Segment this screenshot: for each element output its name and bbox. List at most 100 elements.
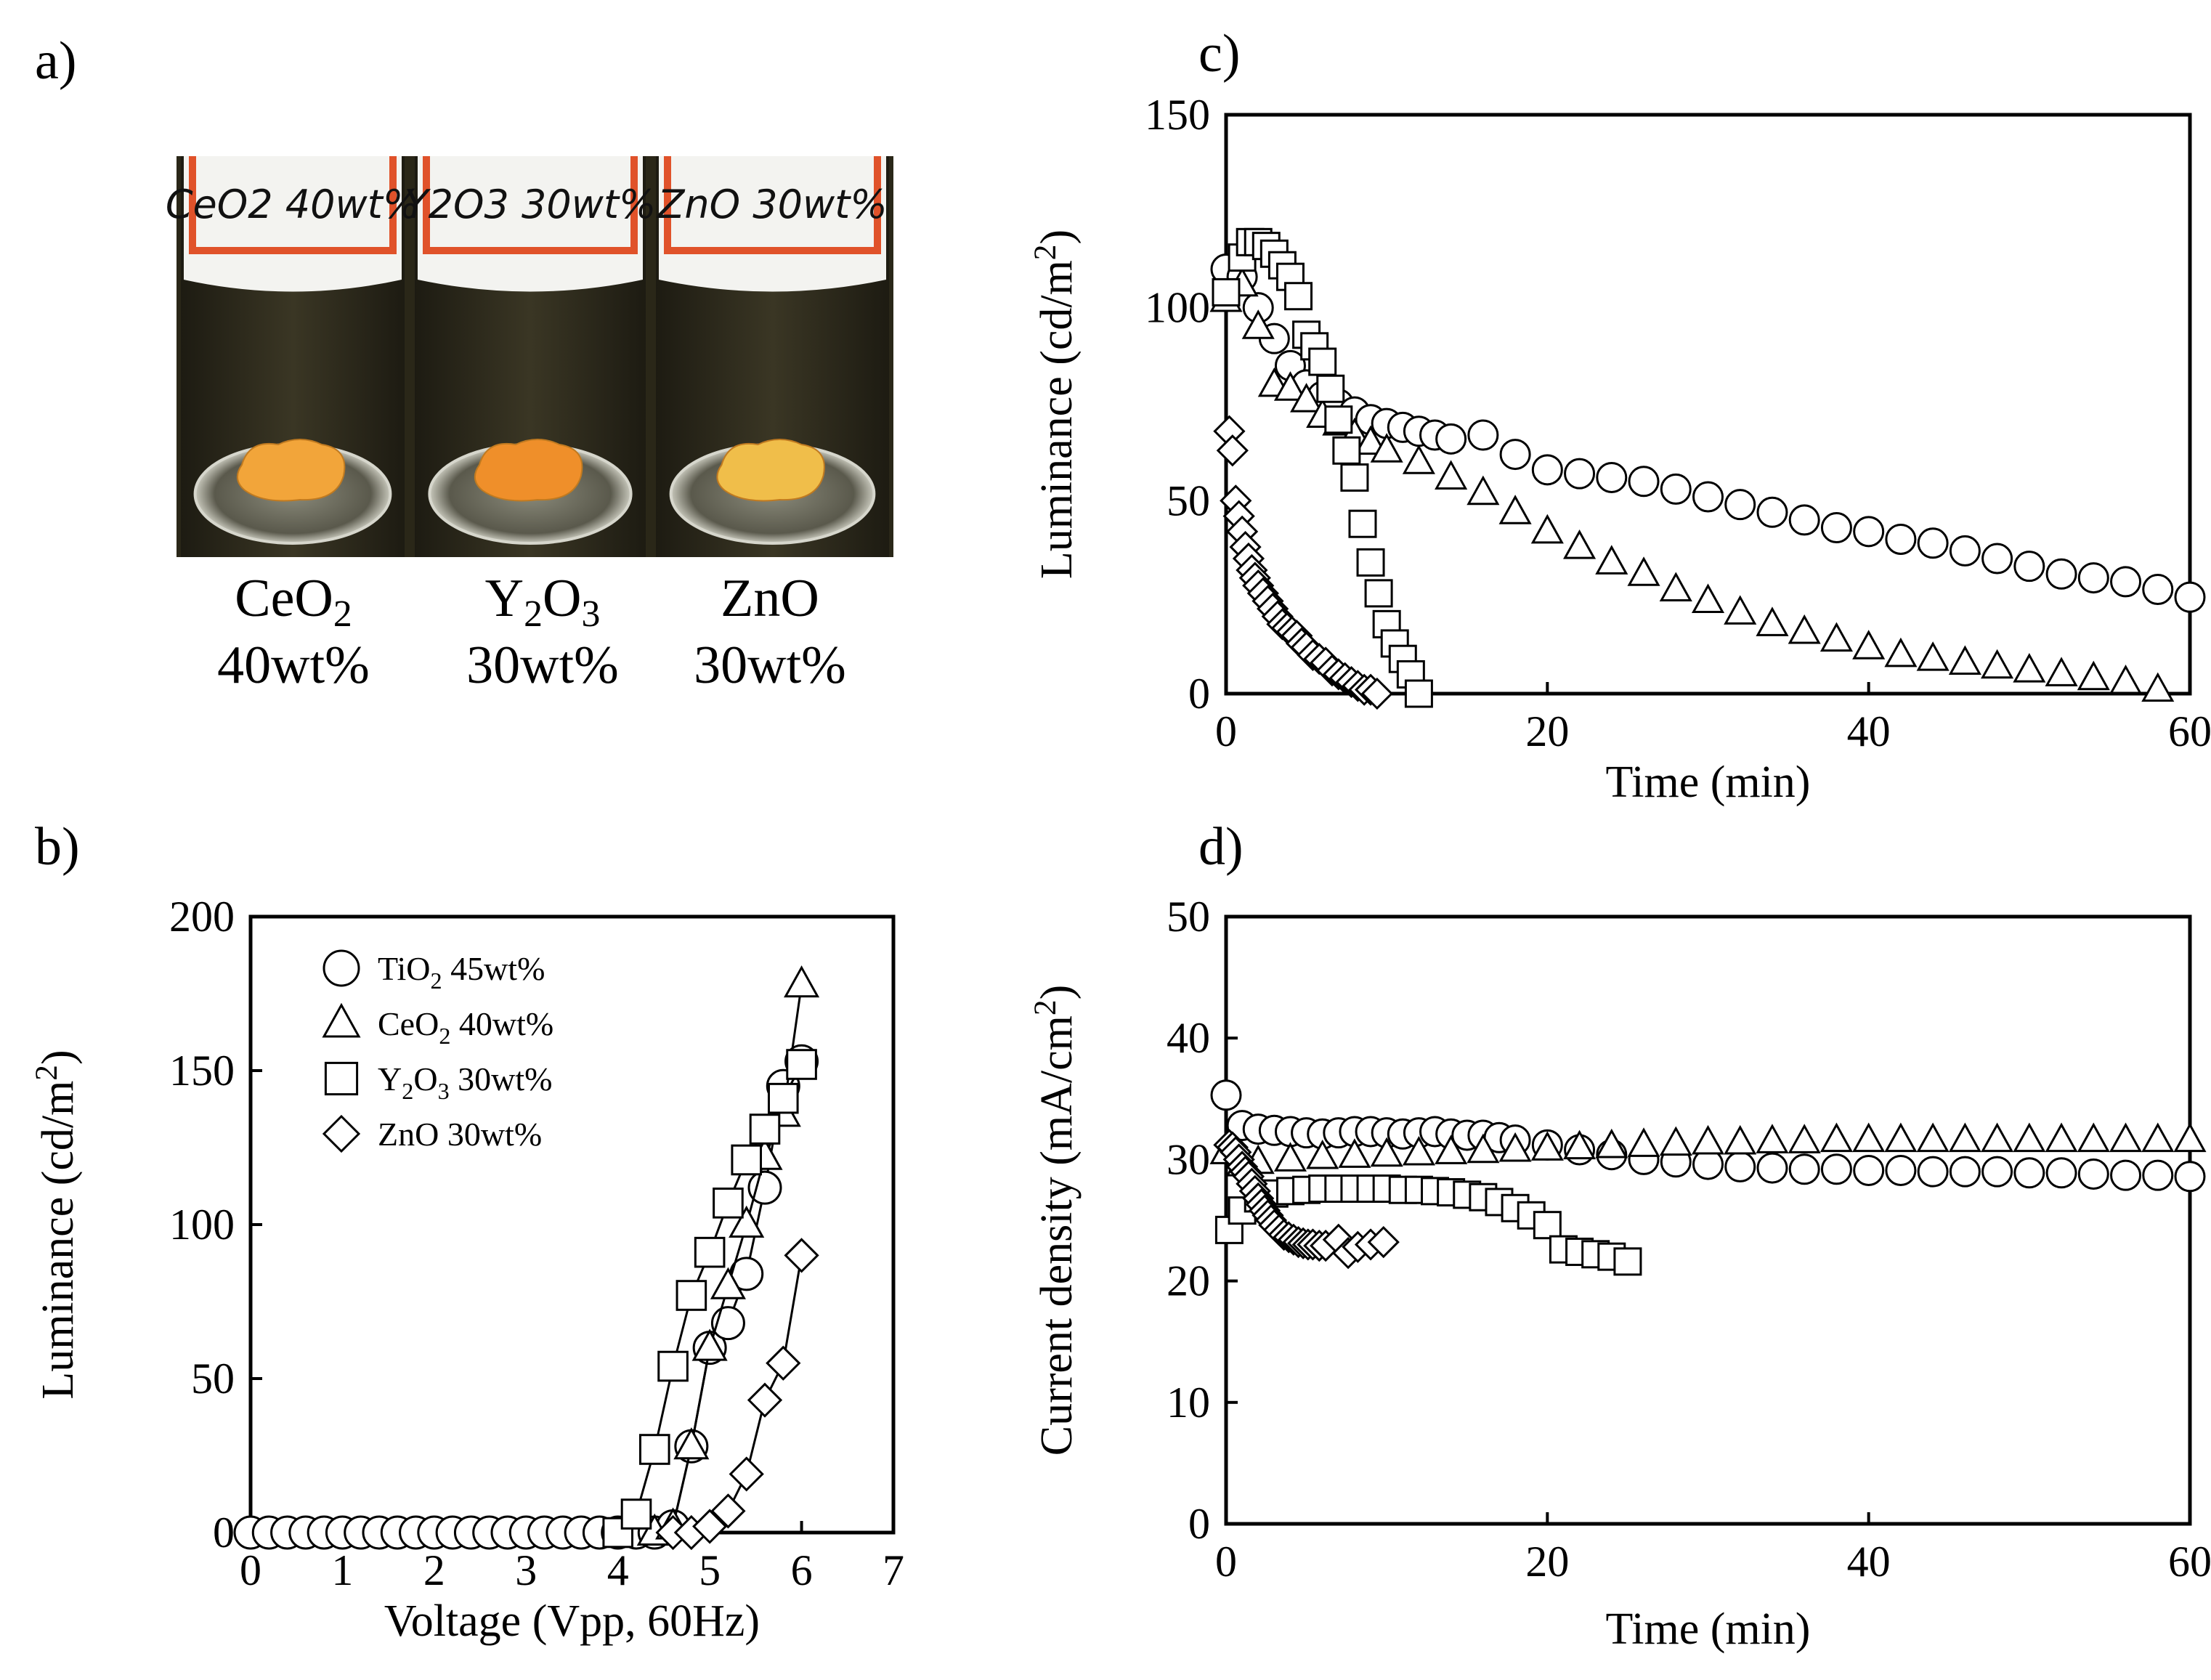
data-point-triangle bbox=[1306, 1139, 1339, 1169]
data-point-square bbox=[694, 1236, 726, 1268]
data-point-triangle bbox=[1627, 556, 1660, 586]
x-tick-label: 40 bbox=[1847, 707, 1891, 755]
data-point-square bbox=[1364, 579, 1393, 608]
data-point-square bbox=[1613, 1247, 1642, 1276]
x-tick-label: 60 bbox=[2168, 707, 2211, 755]
vial-3: ZnO 30wt% bbox=[656, 156, 889, 557]
data-point-triangle bbox=[1756, 1124, 1789, 1153]
data-point-triangle bbox=[1916, 641, 1950, 671]
data-point-circle bbox=[1788, 1153, 1820, 1185]
data-point-triangle bbox=[1498, 495, 1532, 524]
vial-label-band bbox=[664, 156, 881, 254]
data-point-triangle bbox=[1852, 630, 1886, 660]
data-point-circle bbox=[2077, 1158, 2109, 1190]
x-tick-label: 4 bbox=[607, 1546, 629, 1594]
data-point-triangle bbox=[1290, 383, 1323, 413]
data-point-square bbox=[749, 1113, 781, 1145]
legend: TiO2 45wt% CeO2 40wt% Y2O3 30wt% ZnO 30wt% bbox=[322, 949, 553, 1153]
x-tick-label: 40 bbox=[1847, 1538, 1891, 1586]
plot-frame bbox=[1224, 113, 2192, 696]
data-point-square bbox=[786, 1049, 817, 1080]
x-tick-label: 0 bbox=[240, 1546, 261, 1594]
x-tick-label: 20 bbox=[1525, 707, 1569, 755]
legend-marker-diamond bbox=[322, 1114, 361, 1153]
series-square bbox=[602, 1049, 817, 1549]
data-point-circle bbox=[2174, 1161, 2206, 1193]
x-tick-label: 7 bbox=[883, 1546, 904, 1594]
data-point-circle bbox=[1949, 1156, 1981, 1188]
x-tick-label: 6 bbox=[791, 1546, 813, 1594]
data-point-circle bbox=[1885, 1154, 1917, 1186]
data-point-circle bbox=[2110, 566, 2142, 598]
data-point-triangle bbox=[1691, 1124, 1725, 1155]
data-point-triangle bbox=[1948, 645, 1981, 675]
data-point-diamond bbox=[766, 1345, 801, 1381]
y-tick-label: 30 bbox=[1167, 1135, 1210, 1183]
data-point-triangle bbox=[1595, 1128, 1628, 1158]
powder-sample bbox=[716, 439, 825, 502]
data-point-triangle bbox=[1466, 475, 1500, 506]
legend-marker-triangle bbox=[322, 1002, 361, 1038]
data-point-triangle bbox=[1981, 649, 2014, 679]
y-tick-label: 0 bbox=[1188, 670, 1210, 718]
series-diamond bbox=[1213, 415, 1394, 710]
data-point-circle bbox=[1788, 504, 1820, 536]
data-point-triangle bbox=[1756, 606, 1789, 636]
powder-sample bbox=[237, 439, 346, 502]
data-point-square bbox=[1284, 282, 1313, 311]
data-point-square bbox=[620, 1498, 652, 1530]
data-point-triangle bbox=[1273, 371, 1307, 401]
data-point-circle bbox=[1210, 1079, 1242, 1111]
data-point-circle bbox=[1853, 516, 1885, 548]
data-point-diamond bbox=[784, 1238, 819, 1273]
series-diamond bbox=[1213, 1129, 1400, 1270]
data-point-triangle bbox=[1435, 1135, 1468, 1164]
data-point-triangle bbox=[710, 1267, 746, 1299]
data-point-triangle bbox=[1241, 309, 1275, 339]
data-point-triangle bbox=[1788, 1124, 1821, 1153]
data-point-triangle bbox=[1338, 1138, 1371, 1168]
data-point-triangle bbox=[1819, 622, 1853, 652]
data-point-triangle bbox=[2045, 1122, 2078, 1153]
y-tick-label: 150 bbox=[169, 1047, 235, 1095]
data-point-triangle bbox=[1354, 425, 1387, 455]
data-point-circle bbox=[2013, 1157, 2045, 1189]
data-point-square bbox=[713, 1188, 744, 1219]
vial-1: CeO2 40wt% bbox=[166, 156, 420, 557]
data-point-triangle bbox=[2077, 1122, 2110, 1153]
data-point-triangle bbox=[1724, 595, 1757, 625]
legend-marker-circle bbox=[322, 949, 360, 987]
vial-label bbox=[659, 156, 886, 292]
data-point-triangle bbox=[1595, 545, 1628, 575]
data-point-circle bbox=[2142, 574, 2174, 606]
x-tick-label: 0 bbox=[1215, 1538, 1237, 1586]
y-tick-label: 50 bbox=[1167, 476, 1210, 524]
vial-label-band bbox=[189, 156, 397, 254]
data-point-triangle bbox=[1563, 529, 1597, 559]
data-point-circle bbox=[1820, 512, 1852, 544]
vial-label-text: CeO2 40wt% bbox=[166, 182, 420, 227]
sample-formula: Y2O3 bbox=[485, 569, 601, 635]
data-point-square bbox=[1533, 1211, 1562, 1240]
data-point-square bbox=[1348, 509, 1377, 538]
data-point-square bbox=[1316, 374, 1345, 403]
data-point-triangle bbox=[1691, 583, 1725, 613]
data-point-square bbox=[1356, 548, 1385, 577]
powder-sample bbox=[474, 439, 583, 502]
data-point-circle bbox=[1981, 543, 2013, 575]
y-tick-label: 0 bbox=[213, 1509, 235, 1557]
x-axis-label: Time (min) bbox=[1606, 758, 1811, 807]
data-point-circle bbox=[1756, 1152, 1788, 1184]
data-point-triangle bbox=[1819, 1122, 1853, 1153]
data-point-diamond bbox=[692, 1509, 728, 1544]
y-tick-label: 20 bbox=[1167, 1257, 1210, 1305]
data-point-triangle bbox=[1627, 1127, 1660, 1157]
data-point-circle bbox=[2077, 562, 2109, 594]
data-point-triangle bbox=[1916, 1122, 1950, 1153]
data-point-diamond bbox=[710, 1493, 746, 1529]
vial-label bbox=[184, 156, 402, 292]
panel-label-c: c) bbox=[1198, 24, 1241, 84]
data-point-circle bbox=[1917, 527, 1949, 559]
data-point-triangle bbox=[1788, 614, 1821, 644]
sample-formula: CeO2 bbox=[235, 569, 352, 635]
